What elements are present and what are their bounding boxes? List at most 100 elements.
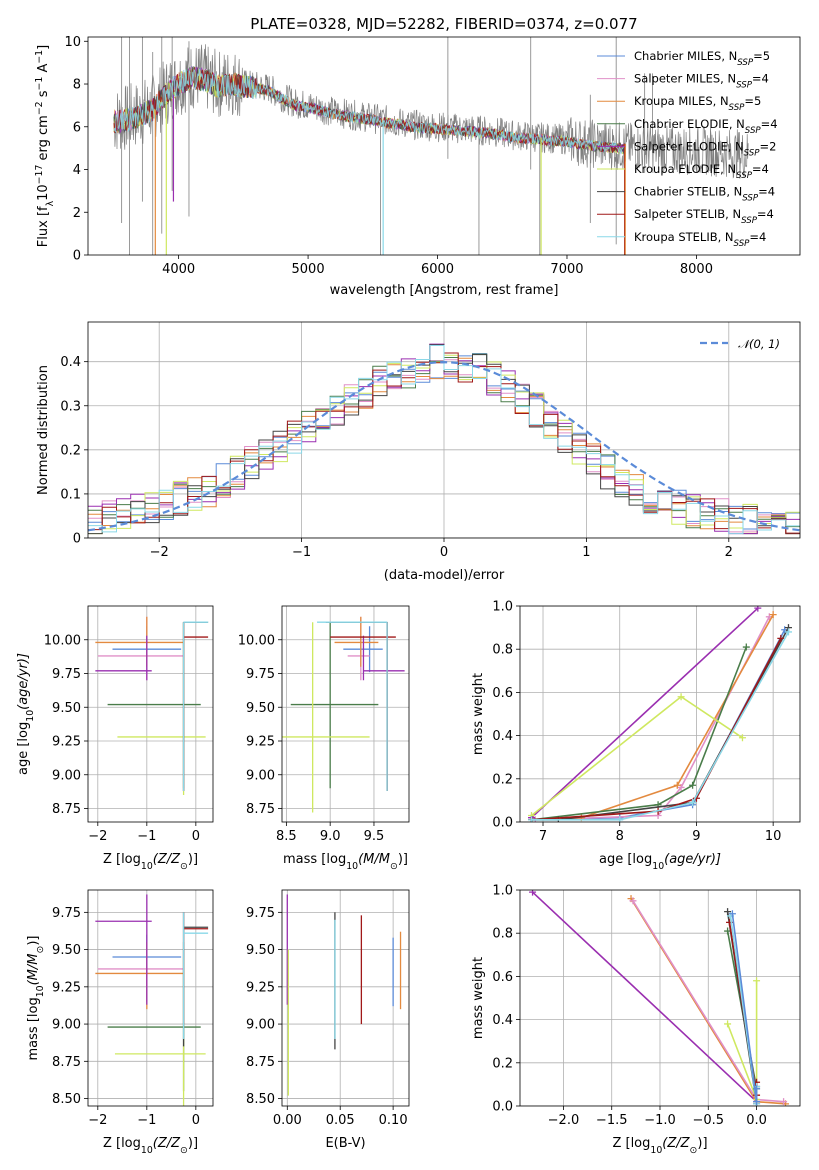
age_vs_mass-xtick-label: 9.0 bbox=[320, 829, 341, 844]
age_vs_Z-xtick-label: −2 bbox=[88, 829, 107, 844]
spectrum-ytick-label: 10 bbox=[64, 35, 81, 50]
weight_vs_Z-xlabel-part: )] bbox=[697, 1136, 707, 1151]
spectrum-ytick-label: 8 bbox=[73, 78, 81, 93]
age_vs_Z-xlabel-part: Z [log bbox=[103, 852, 141, 867]
legend-entry-part: =4 bbox=[752, 72, 769, 86]
mass_vs_Z-grid bbox=[88, 890, 213, 1106]
mass_vs_ebv-grid bbox=[282, 890, 409, 1106]
legend-entry-part: =4 bbox=[758, 185, 775, 199]
mass_vs_Z-xtick-label: −2 bbox=[88, 1113, 107, 1128]
weight_vs_Z-xtick-label: −1.5 bbox=[596, 1113, 628, 1128]
mass_vs_Z-xtick-label: −1 bbox=[137, 1113, 156, 1128]
spectrum-ytick-label: 4 bbox=[73, 163, 81, 178]
weight_vs_Z-ytick-label: 1.0 bbox=[492, 884, 513, 899]
age_vs_Z-ytick-label: 10.00 bbox=[44, 633, 81, 648]
legend-entry-part: SSP bbox=[745, 126, 762, 136]
mass_vs_Z-xtick-label: 0 bbox=[192, 1113, 200, 1128]
age_vs_mass-xlabel-part: 10 bbox=[346, 861, 358, 872]
mass_vs_Z-ylabel-part: mass [log bbox=[26, 997, 41, 1060]
legend-entry-part: SSP bbox=[741, 216, 758, 226]
age_vs_mass-frame bbox=[281, 605, 410, 823]
age_vs_Z-ytick-label: 9.75 bbox=[52, 667, 81, 682]
mass_vs_ebv-ytick-label: 8.75 bbox=[246, 1055, 275, 1070]
residuals-plot-area bbox=[88, 322, 800, 538]
age_vs_Z-frame bbox=[87, 605, 214, 823]
mass_vs_Z-xlabel: Z [log10(Z/Z⊙)] bbox=[103, 1136, 198, 1156]
legend-entry-part: SSP bbox=[734, 239, 751, 249]
age_vs_Z-xlabel-part: )] bbox=[188, 852, 198, 867]
spectrum-model-line bbox=[113, 66, 626, 153]
legend-entry: Salpeter ELODIE, NSSP=2 bbox=[634, 139, 776, 158]
age_vs_mass-xlabel-part: mass [log bbox=[283, 852, 346, 867]
weight-line bbox=[731, 913, 758, 1102]
mass_vs_Z-ytick-label: 8.50 bbox=[52, 1092, 81, 1107]
spectrum-ylabel-part: −17 bbox=[34, 165, 45, 185]
mass_vs_Z-ylabel-group: mass [log10(M/M⊙)] bbox=[26, 936, 46, 1061]
weight-marker bbox=[724, 1020, 732, 1028]
legend-entry-part: Kroupa STELIB, N bbox=[634, 230, 734, 244]
weight_vs_Z-ytick-label: 0.0 bbox=[492, 1100, 513, 1115]
age_vs_mass-xlabel-part: )] bbox=[398, 852, 408, 867]
spectrum-model-line bbox=[113, 69, 626, 154]
spectrum-ytick-label: 6 bbox=[73, 120, 81, 135]
legend-entry-part: SSP bbox=[737, 58, 754, 68]
spectrum-xtick-label: 6000 bbox=[421, 262, 454, 277]
normal-legend-label: 𝒩(0, 1) bbox=[738, 337, 780, 351]
age_vs_mass-ytick-label: 9.50 bbox=[246, 701, 275, 716]
residuals-ytick-label: 0.1 bbox=[60, 487, 81, 502]
weight_vs_Z-xlabel-part: Z [log bbox=[612, 1136, 650, 1151]
age_vs_mass-ytick-label: 10.00 bbox=[238, 633, 275, 648]
age_vs_Z-ylabel-part: 10 bbox=[25, 710, 36, 722]
age_vs_Z-ytick-label: 9.25 bbox=[52, 735, 81, 750]
panel-weight_vs_Z: −2.0 −1.5 −1.0 −0.5 0.0 0.0 0.2 0.4 0.6 0.8 1.0 Z [… bbox=[471, 884, 801, 1156]
legend-entry-part: Kroupa MILES, N bbox=[634, 94, 729, 108]
mass_vs_Z-xlabel-part: Z [log bbox=[103, 1136, 141, 1151]
panel-residuals: −2 −1 0 1 2 0 0.1 0.2 0.3 0.4 (data-model)/error No… bbox=[36, 321, 801, 583]
spectrum-ylabel-part: Flux [f bbox=[36, 206, 51, 247]
weight-line bbox=[531, 631, 790, 821]
mass_vs_Z-xlabel-part: ⊙ bbox=[180, 1145, 188, 1156]
age_vs_Z-ytick-label: 8.75 bbox=[52, 802, 81, 817]
age_vs_mass-xlabel: mass [log10(M/M⊙)] bbox=[283, 852, 408, 872]
legend-entry-part: =4 bbox=[752, 162, 769, 176]
legend-entry: Salpeter MILES, NSSP=4 bbox=[634, 72, 769, 91]
residuals-xtick-label: −2 bbox=[150, 545, 169, 560]
weight_vs_Z-xtick-label: −2.0 bbox=[548, 1113, 580, 1128]
weight_vs_Z-plot-area bbox=[520, 890, 800, 1106]
legend-entry-part: Kroupa ELODIE, N bbox=[634, 162, 736, 176]
weight-marker bbox=[616, 816, 624, 822]
residuals-xlabel: (data-model)/error bbox=[384, 568, 505, 583]
age_vs_mass-ytick-label: 8.75 bbox=[246, 802, 275, 817]
weight-marker bbox=[777, 634, 785, 642]
legend-entry-part: Salpeter STELIB, N bbox=[634, 207, 741, 221]
spectrum-xtick-label: 4000 bbox=[162, 262, 195, 277]
legend-entry-part: =2 bbox=[759, 139, 776, 153]
mass_vs_Z-ylabel-part: 10 bbox=[35, 985, 46, 997]
residuals-ytick-label: 0.2 bbox=[60, 443, 81, 458]
weight-marker bbox=[689, 799, 697, 807]
legend-entry-part: =4 bbox=[749, 230, 766, 244]
mass_vs_Z-ytick-label: 8.75 bbox=[52, 1055, 81, 1070]
spectrum-ytick-label: 2 bbox=[73, 206, 81, 221]
weight_vs_age-ytick-label: 0.6 bbox=[492, 686, 513, 701]
age_vs_Z-ylabel-part: age [log bbox=[16, 722, 31, 775]
mass_vs_ebv-plot-area bbox=[282, 890, 409, 1106]
mass_vs_ebv-ytick-label: 9.00 bbox=[246, 1018, 275, 1033]
spectrum-ylabel-part: s bbox=[36, 90, 51, 101]
weight_vs_Z-xlabel-part: 10 bbox=[650, 1145, 662, 1156]
age_vs_mass-xlabel-part: (M/M bbox=[358, 852, 390, 867]
age_vs_Z-ytick-label: 9.00 bbox=[52, 768, 81, 783]
weight-marker bbox=[742, 643, 750, 651]
mass_vs_ebv-frame bbox=[281, 889, 410, 1107]
weight-marker bbox=[677, 693, 685, 701]
spectrum-xtick-label: 5000 bbox=[292, 262, 325, 277]
weight-marker bbox=[784, 628, 792, 636]
weight-marker bbox=[753, 1098, 761, 1106]
weight-marker bbox=[728, 910, 736, 918]
spectrum-ylabel: Flux [fλ10−17 erg cm−2 s−1 A−1] bbox=[34, 45, 56, 247]
weight-marker bbox=[529, 890, 537, 896]
residuals-xtick-label: 0 bbox=[440, 545, 448, 560]
